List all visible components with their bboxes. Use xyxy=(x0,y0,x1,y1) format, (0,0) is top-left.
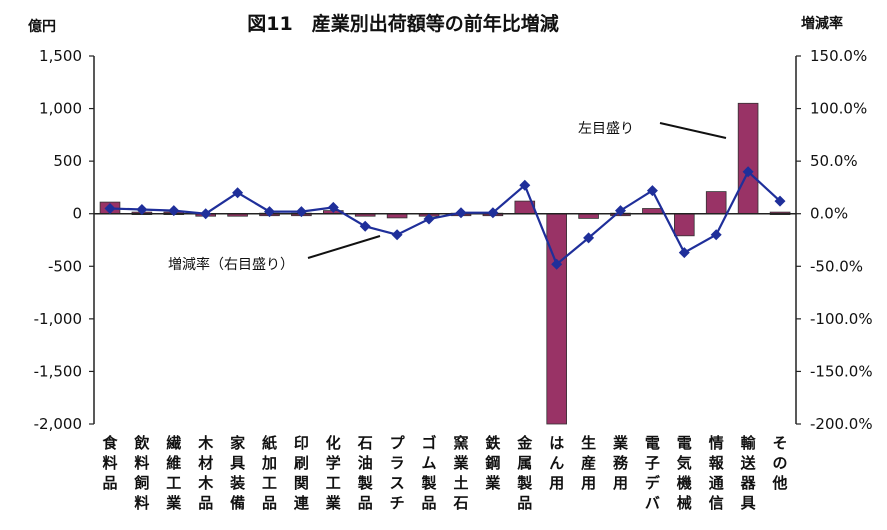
category-label-13: 金属製品 xyxy=(516,434,533,512)
category-label-16: 業務用 xyxy=(612,434,629,492)
right-annotation-leader xyxy=(307,235,381,259)
category-label-17: 電子デバ xyxy=(645,434,661,512)
left-axis-unit: 億円 xyxy=(28,18,56,35)
right-tick-label-6: -150.0% xyxy=(810,362,873,380)
category-label-0: 食料品 xyxy=(102,434,118,492)
category-label-6: 印刷関連 xyxy=(294,434,310,512)
left-scale-annotation: 左目盛り xyxy=(578,121,634,137)
left-tick-label-1: 1,000 xyxy=(39,100,82,118)
rate-point-20 xyxy=(742,166,754,178)
rate-point-17 xyxy=(646,185,658,197)
right-tick-label-4: -50.0% xyxy=(810,257,863,275)
category-label-10: ゴム製品 xyxy=(420,434,436,512)
left-annotation-leader xyxy=(659,122,727,139)
right-tick-label-3: 0.0% xyxy=(810,205,848,223)
rate-point-10 xyxy=(423,213,435,225)
rate-point-12 xyxy=(487,207,499,219)
left-tick-label-5: -1,000 xyxy=(34,310,82,328)
rate-point-8 xyxy=(359,220,371,232)
left-tick-label-3: 0 xyxy=(72,205,82,223)
right-tick-label-2: 50.0% xyxy=(810,152,858,170)
category-label-9: プラスチ xyxy=(390,434,406,512)
rate-point-3 xyxy=(200,208,212,220)
rate-point-5 xyxy=(264,206,275,218)
category-label-12: 鉄鋼業 xyxy=(484,434,501,492)
rate-point-7 xyxy=(327,201,339,213)
chart-title: 図11 産業別出荷額等の前年比増減 xyxy=(247,12,558,35)
rate-point-18 xyxy=(678,247,690,259)
category-label-7: 化学工業 xyxy=(325,434,342,512)
left-tick-label-2: 500 xyxy=(53,152,82,170)
category-label-21: その他 xyxy=(771,434,787,492)
rate-point-21 xyxy=(774,195,786,207)
category-label-8: 石油製品 xyxy=(357,434,373,512)
right-axis-unit: 増減率 xyxy=(801,15,843,32)
bar-18 xyxy=(674,213,695,237)
rate-point-16 xyxy=(615,205,626,217)
right-tick-label-1: 100.0% xyxy=(810,100,867,118)
rate-point-11 xyxy=(455,207,467,219)
rate-point-14 xyxy=(551,258,563,270)
rate-point-13 xyxy=(519,179,531,191)
left-tick-label-7: -2,000 xyxy=(34,415,82,433)
bar-19 xyxy=(705,191,727,215)
category-label-3: 木材木品 xyxy=(197,434,214,512)
right-scale-annotation: 増減率（右目盛り） xyxy=(168,256,294,273)
category-label-14: はん用 xyxy=(549,434,564,492)
left-tick-label-6: -1,500 xyxy=(34,362,82,380)
rate-point-19 xyxy=(710,229,722,241)
rate-point-2 xyxy=(168,205,180,217)
bar-20 xyxy=(737,102,759,215)
category-label-5: 紙加工品 xyxy=(261,434,277,512)
rate-point-15 xyxy=(583,232,595,244)
right-tick-label-0: 150.0% xyxy=(810,47,867,65)
category-label-19: 情報通信 xyxy=(709,434,725,512)
left-tick-label-4: -500 xyxy=(48,257,82,275)
left-tick-label-0: 1,500 xyxy=(39,47,82,65)
rate-point-1 xyxy=(136,204,148,215)
category-label-15: 生産用 xyxy=(581,434,596,492)
rate-line xyxy=(109,169,781,267)
right-tick-label-7: -200.0% xyxy=(810,415,873,433)
category-label-18: 電気機械 xyxy=(677,434,692,512)
rate-point-0 xyxy=(104,203,116,214)
category-label-1: 飲料飼料 xyxy=(133,434,150,512)
rate-point-6 xyxy=(295,206,307,218)
category-label-20: 輸送器具 xyxy=(740,434,757,512)
category-label-2: 繊維工業 xyxy=(165,434,182,512)
category-label-4: 家具装備 xyxy=(229,434,246,512)
right-tick-label-5: -100.0% xyxy=(810,310,873,328)
rate-point-4 xyxy=(232,187,244,199)
category-label-11: 窯業土石 xyxy=(452,434,469,512)
rate-point-9 xyxy=(391,229,403,241)
